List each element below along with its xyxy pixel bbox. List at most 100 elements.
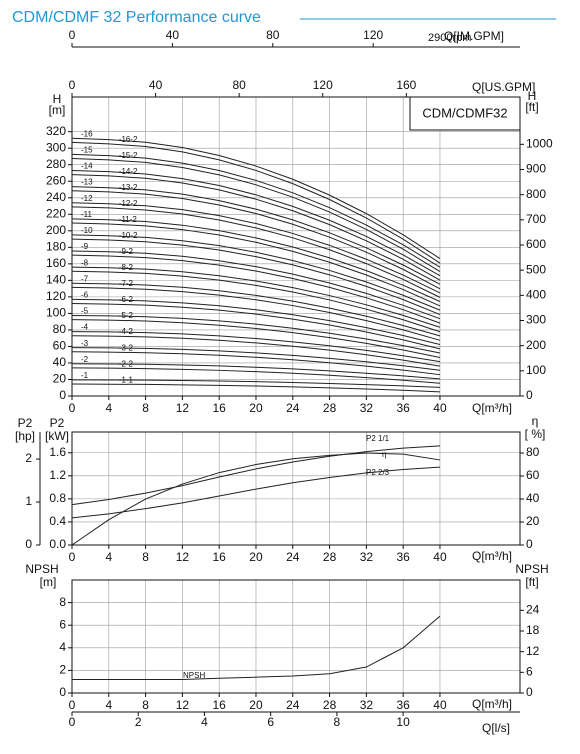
y-tick-label: 260 bbox=[46, 173, 66, 187]
y3-tick-label: 1 bbox=[25, 494, 32, 508]
y3-tick-label: 2 bbox=[25, 451, 32, 465]
y-tick-label: 4 bbox=[59, 640, 66, 654]
y-tick-label: 2 bbox=[59, 663, 66, 677]
x2-tick-label: 4 bbox=[201, 715, 208, 729]
curve bbox=[71, 250, 441, 320]
y2-tick-label: 600 bbox=[526, 237, 546, 251]
curve bbox=[71, 452, 441, 546]
plot-frame bbox=[71, 96, 521, 397]
y-tick-label: 0.4 bbox=[49, 514, 66, 528]
y-tick-label: 0 bbox=[59, 685, 66, 699]
y-axis-label: H bbox=[53, 92, 62, 106]
curve-label: -2 bbox=[81, 355, 89, 364]
curve-label: -5-2 bbox=[119, 311, 134, 320]
y2-tick-label: 6 bbox=[526, 665, 533, 679]
y2-tick-label: 18 bbox=[526, 623, 540, 637]
x-tick-label: 36 bbox=[396, 698, 410, 712]
y-tick-label: 300 bbox=[46, 140, 66, 154]
y2-tick-label: 700 bbox=[526, 212, 546, 226]
x2-tick-label: 0 bbox=[69, 715, 76, 729]
y-axis-label: NPSH bbox=[25, 562, 58, 576]
curve-label: -15-2 bbox=[119, 151, 138, 160]
curve-label: -15 bbox=[81, 146, 93, 155]
x-tick-label: 40 bbox=[433, 550, 447, 564]
curve-label: -13-2 bbox=[119, 183, 138, 192]
curve bbox=[71, 238, 441, 316]
curve-label: η bbox=[382, 450, 386, 459]
curve bbox=[71, 206, 441, 298]
y-tick-label: 8 bbox=[59, 595, 66, 609]
curve-label: -14-2 bbox=[119, 167, 138, 176]
x-tick-label: 32 bbox=[360, 550, 374, 564]
y-tick-label: 200 bbox=[46, 223, 66, 237]
curve-label: -12 bbox=[81, 194, 93, 203]
curve-label: -12-2 bbox=[119, 199, 138, 208]
curve bbox=[71, 314, 441, 354]
y-tick-label: 1.6 bbox=[49, 445, 66, 459]
x3-tick-label: 80 bbox=[232, 78, 246, 92]
curve bbox=[71, 234, 441, 311]
curve bbox=[71, 298, 441, 345]
x3-tick-label: 0 bbox=[69, 78, 76, 92]
x-tick-label: 36 bbox=[396, 401, 410, 415]
y-tick-label: 60 bbox=[53, 339, 67, 353]
y2-tick-label: 0 bbox=[526, 537, 533, 551]
curve-label: -7-2 bbox=[119, 279, 134, 288]
curve-label: -2-2 bbox=[119, 359, 134, 368]
curve-label: -9 bbox=[81, 242, 89, 251]
y2-tick-label: 60 bbox=[526, 468, 540, 482]
curve-label: P2 1/1 bbox=[366, 434, 390, 443]
curve-label: -6-2 bbox=[119, 295, 134, 304]
curve bbox=[71, 379, 440, 388]
curve-label: -16 bbox=[81, 129, 93, 138]
y-tick-label: 80 bbox=[53, 322, 67, 336]
y-tick-label: 220 bbox=[46, 206, 66, 220]
curve bbox=[71, 347, 441, 371]
curve-label: -4 bbox=[81, 323, 89, 332]
x-tick-label: 12 bbox=[176, 401, 190, 415]
y2-tick-label: 0 bbox=[526, 685, 533, 699]
curve bbox=[71, 466, 440, 519]
y3-axis-unit: [hp] bbox=[15, 429, 35, 443]
x2-tick-label: 6 bbox=[267, 715, 274, 729]
speed-label: 2900rpm bbox=[428, 32, 471, 44]
curve bbox=[71, 222, 441, 307]
model-box bbox=[409, 96, 521, 131]
x-tick-label: 16 bbox=[213, 550, 227, 564]
curve bbox=[71, 254, 441, 324]
x-tick-label: 0 bbox=[69, 698, 76, 712]
y-tick-label: 280 bbox=[46, 157, 66, 171]
x-tick-label: 4 bbox=[105, 401, 112, 415]
y-tick-label: 1.2 bbox=[49, 468, 66, 482]
y2-tick-label: 1000 bbox=[526, 136, 553, 150]
curve-label: -10-2 bbox=[119, 231, 138, 240]
y-tick-label: 20 bbox=[53, 372, 67, 386]
curve bbox=[71, 319, 441, 358]
y2-axis-unit: [ %] bbox=[525, 427, 546, 441]
curve-label: -10 bbox=[81, 226, 93, 235]
curve bbox=[71, 158, 441, 273]
curve bbox=[71, 141, 441, 264]
curve-label: -11-2 bbox=[119, 215, 138, 224]
y-tick-label: 320 bbox=[46, 124, 66, 138]
x3-tick-label: 120 bbox=[313, 78, 333, 92]
y-tick-label: 0.8 bbox=[49, 491, 66, 505]
y-tick-label: 240 bbox=[46, 190, 66, 204]
curve bbox=[71, 383, 440, 393]
curve-label: -11 bbox=[81, 210, 93, 219]
y-tick-label: 40 bbox=[53, 355, 67, 369]
y-tick-label: 0 bbox=[59, 388, 66, 402]
curve bbox=[71, 186, 441, 285]
y-tick-label: 180 bbox=[46, 239, 66, 253]
x2-tick-label: 0 bbox=[69, 28, 76, 42]
curve-label: P2 2/3 bbox=[366, 468, 390, 477]
x-tick-label: 12 bbox=[176, 698, 190, 712]
x-tick-label: 20 bbox=[249, 401, 263, 415]
y-tick-label: 0.0 bbox=[49, 537, 66, 551]
x2-axis-label: Q[l/s] bbox=[482, 721, 510, 735]
curve-label: -1 bbox=[81, 371, 89, 380]
y-tick-label: 120 bbox=[46, 289, 66, 303]
curve-label: -4-2 bbox=[119, 327, 134, 336]
plot-frame bbox=[71, 431, 521, 546]
